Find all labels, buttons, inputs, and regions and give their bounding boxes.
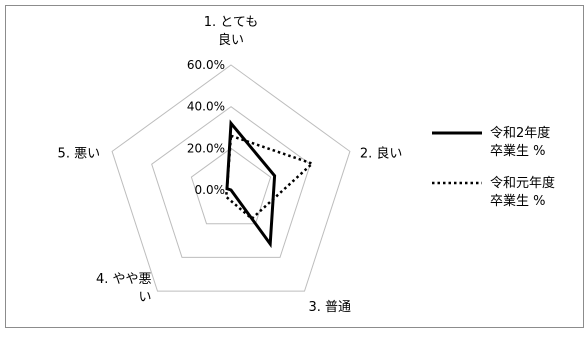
radar-grid [111, 64, 351, 292]
grid-ring-2 [151, 106, 311, 258]
series-polygons [224, 119, 315, 249]
chart-border [5, 5, 584, 328]
grid-ring-1 [190, 147, 272, 225]
series-polygon-2 [224, 134, 315, 221]
tick-label: 60.0% [187, 58, 225, 72]
axis-labels: 1. とても良い 2. 良い 3. 普通 4. やや悪い 5. 悪い [58, 15, 403, 315]
axis-label-5: 5. 悪い [58, 146, 101, 161]
tick-label: 0.0% [195, 183, 226, 197]
tick-label: 20.0% [187, 141, 225, 155]
axis-label-3: 3. 普通 [309, 300, 352, 315]
axis-label-4: 4. やや悪い [96, 272, 152, 305]
tick-label: 40.0% [187, 100, 225, 114]
axis-label-2: 2. 良い [360, 145, 403, 161]
legend-label-2: 令和元年度卒業生 % [490, 175, 555, 209]
legend-label-1: 令和2年度卒業生 % [490, 125, 550, 159]
legend: 令和2年度卒業生 % 令和元年度卒業生 % [432, 125, 555, 209]
radial-tick-labels: 0.0% 20.0% 40.0% 60.0% [187, 58, 225, 197]
grid-ring-3 [111, 64, 351, 292]
axis-label-1: 1. とても良い [204, 15, 259, 48]
